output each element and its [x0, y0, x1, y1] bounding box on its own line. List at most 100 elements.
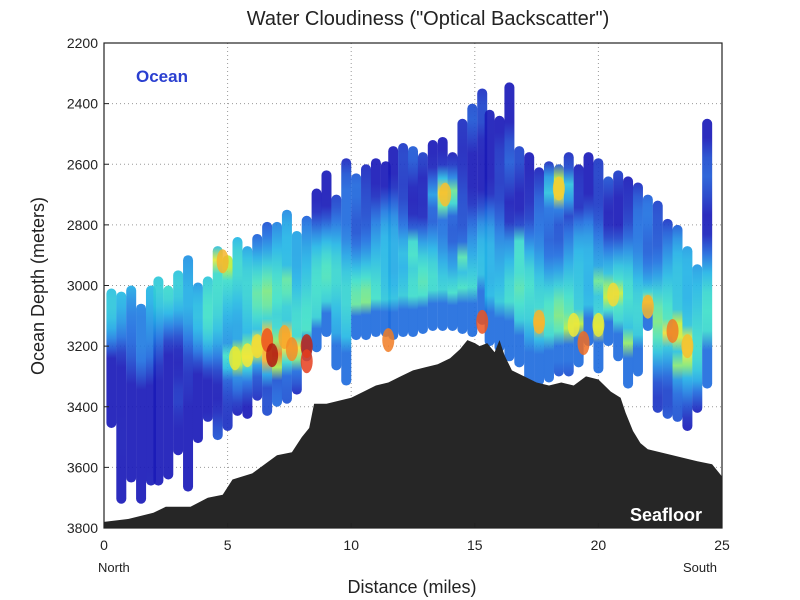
backscatter-hotspot [592, 312, 605, 337]
cast-profile [613, 170, 624, 362]
cast-profile [192, 282, 203, 444]
seafloor-polygon [104, 340, 722, 528]
cast-profile [534, 167, 545, 386]
cast-profile [702, 118, 713, 389]
cast-profile [388, 146, 399, 341]
cast-profile [232, 237, 243, 416]
cast-profile [417, 152, 428, 334]
backscatter-hotspot [216, 249, 229, 274]
cast-profile [212, 246, 223, 441]
y-tick-label: 2800 [67, 217, 98, 233]
cast-profile [163, 285, 174, 480]
backscatter-hotspot [577, 331, 590, 356]
cast-profile [563, 152, 574, 377]
backscatter-hotspot [285, 337, 298, 362]
seafloor-area [104, 340, 722, 528]
cast-profile [553, 164, 564, 377]
cast-profile [583, 152, 594, 347]
cast-profile [173, 270, 184, 456]
backscatter-hotspot [567, 312, 580, 337]
cast-profile [272, 221, 283, 407]
cast-profile [351, 173, 362, 341]
y-tick-label: 3200 [67, 338, 98, 354]
cast-profile [672, 224, 683, 422]
x-tick-label: 5 [224, 537, 232, 553]
cast-profile [457, 118, 468, 334]
backscatter-hotspot [266, 343, 279, 368]
cast-profile [222, 255, 233, 431]
backscatter-hotspot [251, 334, 264, 359]
cast-profile [301, 215, 312, 362]
cast-profile [116, 291, 127, 504]
cast-profile [106, 288, 117, 428]
y-tick-label: 3600 [67, 459, 98, 475]
backscatter-hotspot [607, 282, 620, 307]
cast-profile [331, 194, 342, 371]
cast-profile [202, 276, 213, 422]
x-start-label: North [98, 560, 130, 575]
cast-profile [524, 152, 535, 386]
cast-profile [136, 303, 147, 504]
y-tick-label: 3000 [67, 278, 98, 294]
x-tick-label: 10 [343, 537, 359, 553]
cast-profile [341, 158, 352, 386]
x-tick-label: 15 [467, 537, 483, 553]
cast-profile [281, 209, 292, 404]
cast-profile [632, 182, 643, 377]
seafloor-label: Seafloor [630, 505, 702, 525]
x-tick-label: 0 [100, 537, 108, 553]
y-tick-label: 2400 [67, 96, 98, 112]
backscatter-hotspot [641, 294, 654, 319]
cast-profile [662, 218, 673, 419]
y-tick-label: 3800 [67, 520, 98, 536]
cast-profile [321, 170, 332, 338]
x-end-label: South [683, 560, 717, 575]
ocean-label: Ocean [136, 67, 188, 86]
cast-profile [603, 176, 614, 347]
y-tick-label: 2200 [67, 35, 98, 51]
y-axis-label: Ocean Depth (meters) [28, 197, 48, 375]
cast-profile [262, 221, 273, 416]
cast-profile [593, 158, 604, 374]
backscatter-hotspot [229, 346, 242, 371]
y-axis-ticks: 2200 2400 2600 2800 3000 3200 3400 3600 3800 [67, 35, 109, 536]
backscatter-hotspot [666, 318, 679, 343]
backscatter-hotspot [533, 309, 546, 334]
backscatter-hotspot [681, 334, 694, 359]
cast-profile [652, 200, 663, 413]
cast-profile [153, 276, 164, 486]
cast-profile [361, 164, 372, 341]
cast-profile [398, 143, 409, 338]
cast-profile [427, 140, 438, 331]
cast-profile [311, 188, 322, 353]
cast-profile [623, 176, 634, 389]
cast-profile [543, 161, 554, 383]
cast-profile [291, 230, 302, 395]
cast-profile [504, 82, 515, 362]
cast-profile [242, 246, 253, 419]
backscatter-hotspot [439, 182, 452, 207]
backscatter-hotspot [300, 349, 313, 374]
backscatter-hotspot [552, 176, 565, 201]
cast-profile [467, 103, 478, 338]
cast-profile [514, 146, 525, 368]
y-tick-label: 2600 [67, 156, 98, 172]
cast-profile [126, 285, 137, 483]
cast-profile [437, 136, 448, 331]
x-tick-label: 20 [591, 537, 607, 553]
backscatter-hotspot [382, 328, 395, 353]
cast-profile [692, 264, 703, 413]
x-tick-label: 25 [714, 537, 730, 553]
y-tick-label: 3400 [67, 399, 98, 415]
cast-profile [484, 109, 495, 347]
chart-title: Water Cloudiness ("Optical Backscatter") [247, 8, 609, 30]
cast-profile [408, 146, 418, 338]
backscatter-hotspot [476, 309, 489, 334]
cast-profile [252, 233, 263, 401]
cast-profile [447, 152, 458, 331]
x-axis-ticks: 0 5 10 15 20 25 [100, 523, 730, 553]
backscatter-hotspot [241, 343, 254, 368]
x-axis-label: Distance (miles) [347, 577, 476, 597]
cast-profile [183, 255, 194, 492]
